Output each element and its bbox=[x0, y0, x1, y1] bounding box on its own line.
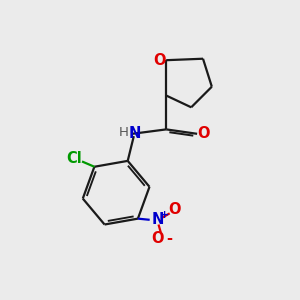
Text: N: N bbox=[152, 212, 164, 227]
Text: Cl: Cl bbox=[66, 151, 82, 166]
Text: O: O bbox=[168, 202, 180, 217]
Text: O: O bbox=[152, 231, 164, 246]
Text: O: O bbox=[197, 126, 210, 141]
Text: H: H bbox=[118, 126, 128, 139]
Text: O: O bbox=[154, 53, 166, 68]
Text: -: - bbox=[166, 231, 172, 246]
Text: N: N bbox=[128, 126, 141, 141]
Text: +: + bbox=[160, 210, 169, 220]
